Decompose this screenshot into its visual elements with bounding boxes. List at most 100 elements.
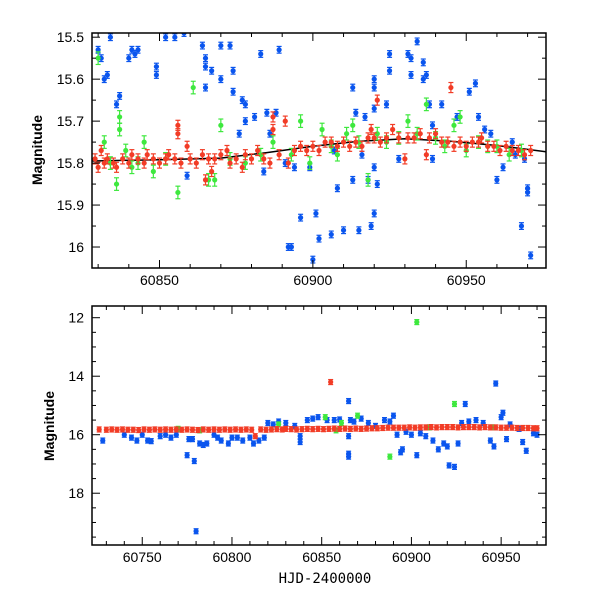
data-point-red: [365, 132, 371, 144]
data-point-red: [212, 153, 218, 165]
point-marker: [423, 152, 429, 158]
data-point-red: [310, 140, 316, 152]
data-point-red: [95, 161, 101, 173]
data-point-blue: [350, 175, 356, 184]
point-marker: [383, 101, 390, 107]
point-marker: [261, 168, 267, 175]
point-marker: [353, 425, 359, 432]
top-y-axis-title: Magnitude: [29, 115, 45, 185]
data-point-red: [423, 424, 429, 431]
data-point-green: [387, 453, 393, 460]
data-point-green: [270, 135, 276, 150]
data-point-blue: [420, 58, 426, 67]
data-point-red: [310, 426, 316, 433]
point-marker: [497, 147, 503, 154]
point-marker: [390, 126, 396, 133]
point-marker: [101, 160, 107, 166]
x-tick-label: 60900: [392, 549, 431, 565]
point-marker: [173, 426, 179, 433]
point-marker: [423, 433, 429, 439]
data-point-red: [291, 144, 298, 157]
point-marker: [310, 426, 316, 432]
point-marker: [270, 114, 276, 120]
data-point-green: [190, 80, 196, 95]
point-marker: [429, 156, 436, 162]
point-marker: [153, 72, 160, 78]
data-point-green: [338, 419, 345, 427]
point-marker: [498, 425, 504, 431]
data-point-red: [396, 424, 402, 431]
y-tick-label: 15.5: [57, 29, 84, 45]
point-marker: [191, 458, 197, 464]
point-marker: [233, 156, 239, 162]
data-point-red: [270, 123, 276, 136]
data-point-blue: [288, 243, 294, 251]
point-marker: [473, 417, 479, 423]
point-marker: [202, 55, 209, 61]
data-point-red: [130, 426, 136, 433]
data-point-red: [328, 378, 334, 386]
point-marker: [261, 156, 267, 162]
data-point-blue: [414, 452, 420, 459]
point-marker: [114, 427, 120, 433]
point-marker: [258, 51, 264, 57]
point-marker: [285, 160, 291, 166]
data-point-green: [175, 185, 181, 200]
point-marker: [274, 426, 280, 432]
point-marker: [515, 147, 521, 154]
data-point-green: [423, 97, 429, 112]
data-point-blue: [162, 431, 169, 438]
data-point-red: [385, 424, 391, 431]
point-marker: [125, 427, 131, 433]
series-red: [92, 81, 534, 186]
data-point-red: [487, 424, 493, 431]
point-marker: [439, 139, 445, 145]
data-point-blue: [258, 50, 264, 58]
data-point-blue: [528, 251, 534, 260]
data-point-red: [315, 425, 321, 432]
point-marker: [239, 164, 245, 170]
point-marker: [429, 122, 436, 128]
data-point-red: [249, 426, 255, 433]
point-marker: [212, 156, 218, 162]
data-point-blue: [189, 436, 196, 443]
point-marker: [120, 156, 126, 162]
data-point-blue: [153, 62, 160, 71]
point-marker: [199, 42, 206, 49]
point-marker: [521, 152, 528, 158]
data-point-red: [113, 161, 120, 173]
data-point-red: [101, 157, 107, 169]
data-point-blue: [128, 434, 135, 441]
data-point-green: [101, 135, 107, 150]
point-marker: [500, 164, 506, 170]
point-marker: [342, 425, 348, 432]
point-marker: [512, 152, 518, 158]
data-point-blue: [473, 416, 479, 424]
bottom-panel-full-light-curve: 60750 60800 60850 60900 60950 12 14 16 18: [68, 305, 547, 565]
point-marker: [331, 417, 337, 423]
data-point-red: [444, 424, 450, 431]
point-marker: [218, 76, 224, 82]
data-point-red: [166, 149, 172, 161]
point-marker: [291, 147, 298, 154]
point-marker: [150, 156, 156, 162]
bottom-plot-area: [96, 318, 540, 535]
data-point-blue: [297, 438, 303, 446]
point-marker: [432, 131, 439, 137]
point-marker: [368, 126, 374, 133]
data-point-blue: [353, 108, 359, 117]
point-marker: [216, 427, 223, 433]
point-marker: [394, 432, 400, 438]
point-marker: [363, 425, 370, 432]
data-point-red: [525, 424, 531, 432]
data-point-blue: [297, 433, 303, 440]
data-point-blue: [462, 400, 468, 408]
data-point-red: [252, 433, 258, 440]
data-point-red: [322, 136, 328, 148]
data-point-red: [411, 132, 417, 144]
point-marker: [157, 433, 163, 439]
point-marker: [354, 413, 361, 419]
point-marker: [368, 223, 374, 229]
point-marker: [304, 147, 310, 154]
point-marker: [110, 160, 117, 166]
